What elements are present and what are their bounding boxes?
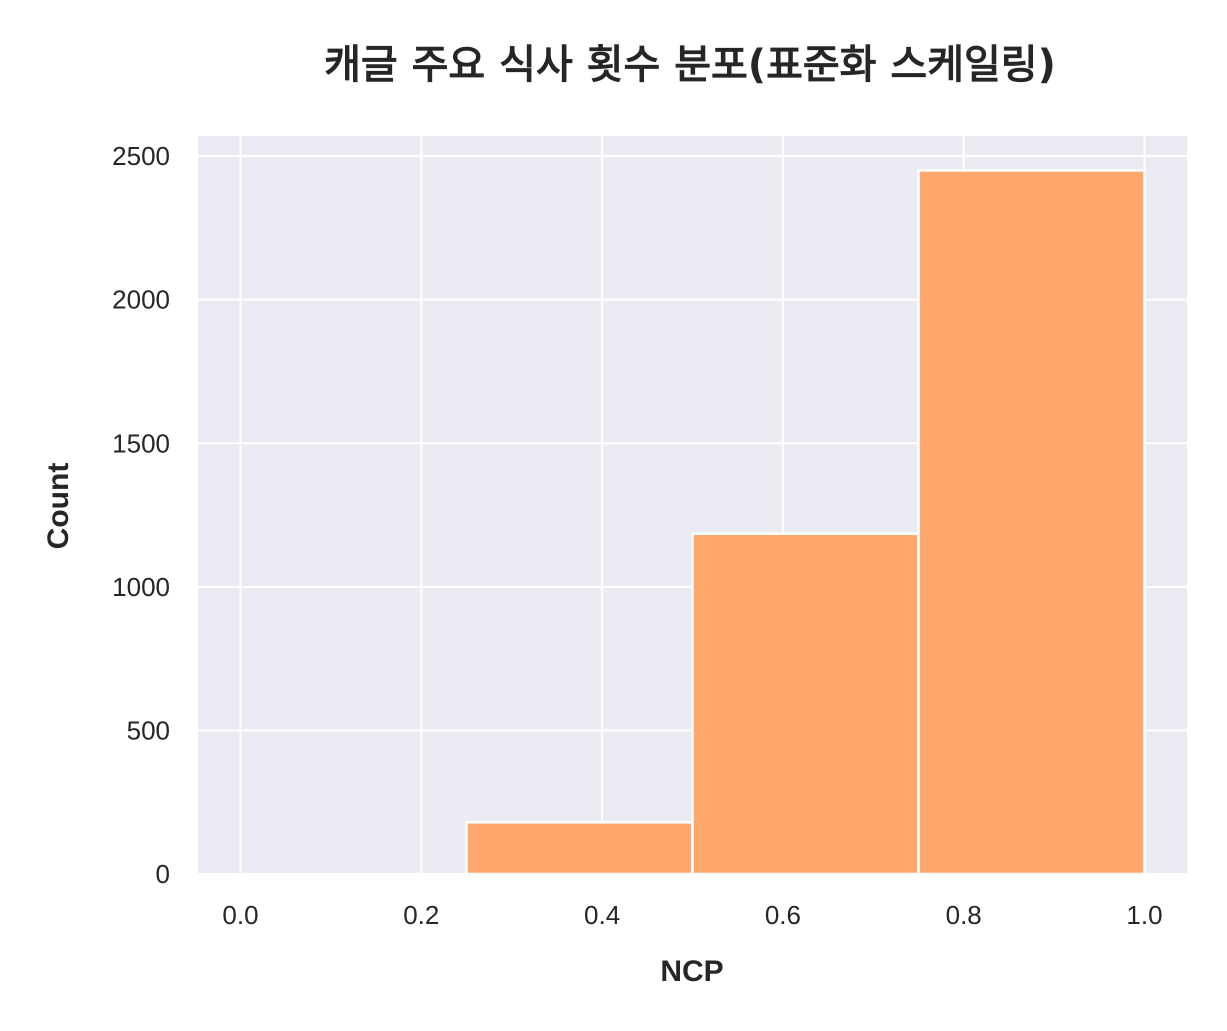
tick-layer: 0.0 0.2 0.4 0.6 0.8 1.0 0 500 1000 1500 2000 2500 (112, 141, 1162, 930)
histogram-bar (691, 532, 920, 876)
x-tick-label: 0.0 (222, 900, 258, 930)
x-tick-label: 1.0 (1126, 900, 1162, 930)
x-tick-label: 0.6 (765, 900, 801, 930)
x-tick-label: 0.8 (946, 900, 982, 930)
y-tick-label: 1500 (112, 428, 170, 458)
y-tick-label: 2000 (112, 285, 170, 315)
histogram-bar (917, 169, 1146, 876)
x-tick-label: 0.2 (403, 900, 439, 930)
y-tick-label: 2500 (112, 141, 170, 171)
chart-title: 캐글 주요 식사 횟수 분포(표준화 스케일링) (324, 42, 1056, 88)
bar-layer (465, 169, 1146, 876)
y-axis-label: Count (42, 463, 75, 550)
x-tick-label: 0.4 (584, 900, 620, 930)
y-tick-label: 1000 (112, 572, 170, 602)
histogram-bar (465, 821, 694, 876)
x-axis-label: NCP (660, 955, 723, 988)
y-tick-label: 500 (127, 715, 170, 745)
y-tick-label: 0 (156, 859, 170, 889)
